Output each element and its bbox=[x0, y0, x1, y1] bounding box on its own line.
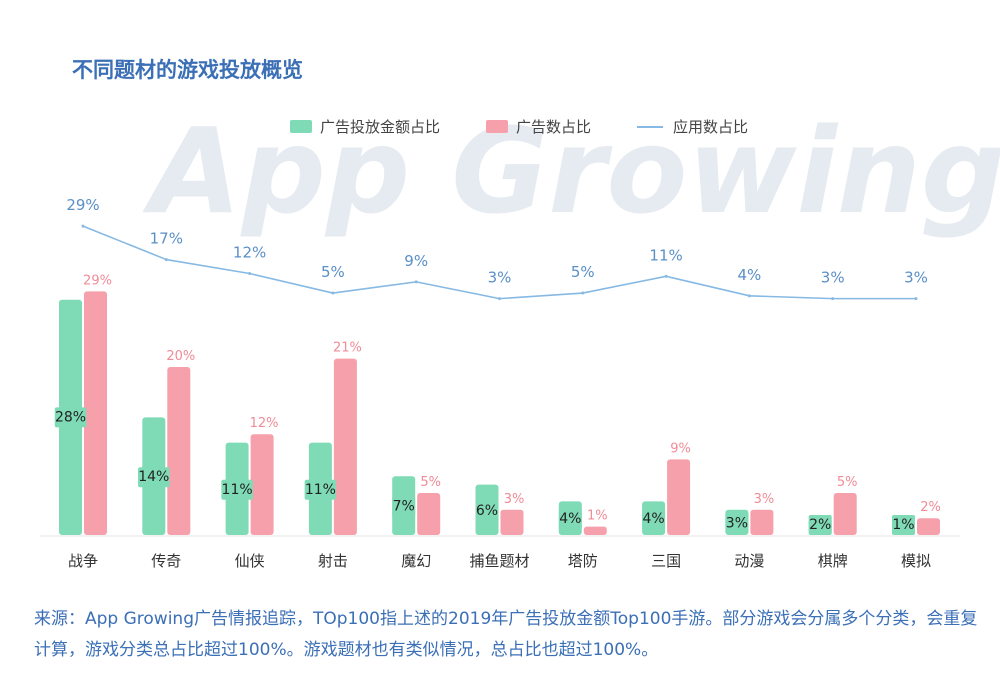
label-apps-8: 4% bbox=[738, 266, 762, 284]
label-amount-0: 28% bbox=[55, 409, 86, 425]
legend-swatch-apps bbox=[637, 125, 664, 128]
bar-ads-3 bbox=[333, 358, 357, 535]
legend: 广告投放金额占比 广告数占比 应用数占比 bbox=[290, 116, 794, 137]
bar-ads-8 bbox=[750, 509, 774, 535]
bar-ads-5 bbox=[500, 509, 524, 535]
label-apps-1: 17% bbox=[150, 230, 183, 248]
x-tick-label-3: 射击 bbox=[318, 552, 348, 570]
label-ads-6: 1% bbox=[587, 509, 608, 524]
label-apps-3: 5% bbox=[321, 263, 345, 281]
label-ads-7: 9% bbox=[670, 441, 691, 456]
label-amount-3: 11% bbox=[305, 482, 336, 498]
legend-item-amount: 广告投放金额占比 bbox=[290, 116, 440, 137]
legend-label-amount: 广告投放金额占比 bbox=[320, 118, 441, 136]
x-tick-label-9: 棋牌 bbox=[818, 552, 848, 570]
x-tick-label-8: 动漫 bbox=[734, 552, 764, 570]
legend-item-apps: 应用数占比 bbox=[637, 116, 748, 137]
label-ads-10: 2% bbox=[920, 500, 941, 515]
label-amount-1: 14% bbox=[138, 469, 169, 485]
bar-ads-0 bbox=[84, 291, 107, 535]
bar-ads-10 bbox=[917, 518, 940, 535]
label-apps-0: 29% bbox=[66, 196, 99, 214]
label-apps-7: 11% bbox=[649, 246, 682, 264]
label-ads-4: 5% bbox=[420, 475, 441, 490]
x-tick-label-1: 传奇 bbox=[151, 552, 181, 570]
bar-ads-2 bbox=[250, 434, 274, 535]
label-badge-amount-10 bbox=[892, 515, 915, 535]
x-tick-label-0: 战争 bbox=[68, 552, 98, 570]
label-badge-amount-0 bbox=[54, 407, 87, 428]
label-badge-amount-5 bbox=[475, 500, 499, 521]
label-badge-amount-9 bbox=[808, 515, 832, 535]
label-badge-amount-7 bbox=[642, 509, 666, 530]
label-ads-9: 5% bbox=[837, 475, 858, 490]
label-ads-0: 29% bbox=[83, 273, 112, 288]
label-amount-6: 4% bbox=[559, 511, 581, 527]
label-apps-4: 9% bbox=[404, 252, 428, 270]
x-tick-label-6: 塔防 bbox=[568, 552, 598, 570]
legend-label-apps: 应用数占比 bbox=[673, 118, 749, 136]
bar-ads-4 bbox=[417, 493, 441, 535]
label-apps-6: 5% bbox=[571, 263, 595, 281]
x-tick-label-7: 三国 bbox=[651, 552, 681, 570]
watermark-text: App Growing bbox=[142, 102, 1000, 240]
legend-swatch-ads bbox=[486, 120, 509, 133]
label-apps-9: 3% bbox=[821, 269, 845, 287]
label-amount-5: 6% bbox=[476, 503, 498, 519]
bar-ads-6 bbox=[583, 526, 607, 535]
source-note: 来源：App Growing广告情报追踪，TOp100指上述的2019年广告投放… bbox=[34, 609, 978, 660]
legend-label-ads: 广告数占比 bbox=[516, 118, 592, 136]
legend-item-ads: 广告数占比 bbox=[486, 116, 591, 137]
bar-ads-1 bbox=[167, 367, 191, 535]
label-badge-amount-8 bbox=[725, 513, 749, 534]
label-ads-2: 12% bbox=[250, 416, 279, 431]
label-badge-amount-6 bbox=[558, 509, 582, 530]
x-tick-label-2: 仙侠 bbox=[235, 552, 265, 570]
label-amount-8: 3% bbox=[726, 515, 748, 531]
x-tick-label-10: 模拟 bbox=[901, 552, 931, 570]
label-badge-amount-2 bbox=[221, 479, 253, 500]
label-ads-1: 20% bbox=[166, 349, 195, 364]
label-apps-5: 3% bbox=[488, 269, 512, 287]
label-amount-7: 4% bbox=[642, 511, 664, 527]
label-apps-2: 12% bbox=[233, 244, 266, 262]
x-tick-label-4: 魔幻 bbox=[401, 552, 431, 570]
legend-swatch-amount bbox=[290, 120, 312, 133]
label-amount-2: 11% bbox=[222, 482, 253, 498]
bar-ads-7 bbox=[667, 459, 691, 535]
label-badge-amount-3 bbox=[304, 479, 337, 500]
label-amount-10: 1% bbox=[892, 517, 914, 533]
label-ads-5: 3% bbox=[504, 492, 525, 507]
label-apps-10: 3% bbox=[904, 269, 928, 287]
bar-ads-9 bbox=[833, 493, 857, 535]
label-badge-amount-1 bbox=[138, 467, 170, 488]
label-ads-8: 3% bbox=[754, 492, 775, 507]
line-apps bbox=[82, 225, 916, 300]
label-ads-3: 21% bbox=[333, 341, 362, 356]
chart-title: 不同题材的游戏投放概览 bbox=[72, 58, 303, 82]
label-badge-amount-4 bbox=[392, 496, 416, 517]
label-amount-4: 7% bbox=[393, 499, 415, 515]
label-amount-9: 2% bbox=[809, 517, 831, 533]
x-tick-label-5: 捕鱼题材 bbox=[469, 552, 529, 570]
